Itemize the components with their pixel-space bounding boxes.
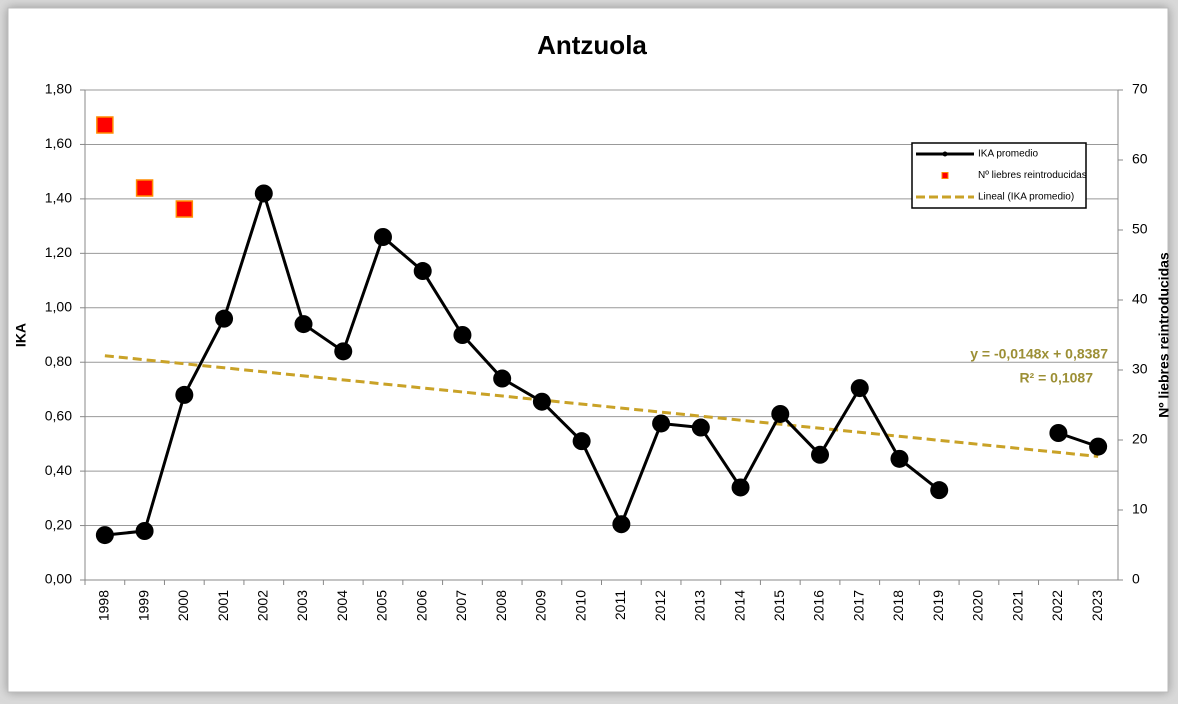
x-tick-label: 2013 (692, 590, 708, 621)
x-tick-label: 2006 (413, 590, 429, 621)
data-point (294, 315, 313, 334)
data-point (135, 179, 154, 197)
x-tick-label: 2002 (254, 590, 270, 621)
data-point (96, 116, 114, 134)
legend-swatch (942, 151, 948, 157)
y-tick-label: 0,40 (45, 462, 72, 478)
x-tick-label: 2001 (215, 590, 231, 621)
y2-tick-label: 40 (1132, 291, 1148, 307)
data-point (175, 385, 194, 404)
data-point (95, 526, 114, 545)
x-tick-label: 2008 (493, 590, 509, 621)
trendline (104, 354, 1099, 458)
data-point (612, 515, 631, 534)
x-tick-label: 2000 (175, 590, 191, 621)
data-point (1089, 437, 1108, 456)
data-point (175, 200, 194, 218)
x-tick-label: 2021 (1009, 590, 1025, 621)
y-tick-label: 1,60 (45, 135, 72, 151)
y2-tick-label: 20 (1132, 431, 1148, 447)
trendline-equation: y = -0,0148x + 0,8387 (970, 346, 1108, 362)
x-tick-label: 2003 (294, 590, 310, 621)
data-point (135, 522, 154, 540)
data-point (771, 404, 790, 423)
data-point (453, 326, 472, 344)
data-point (334, 342, 353, 361)
y2-tick-label: 70 (1132, 81, 1148, 97)
y2-tick-label: 0 (1132, 571, 1140, 587)
y-tick-label: 0,60 (45, 407, 72, 423)
x-tick-label: 2015 (771, 590, 787, 621)
y2-tick-label: 50 (1132, 221, 1148, 237)
data-point (572, 432, 591, 451)
y-tick-label: 1,20 (45, 244, 72, 260)
legend-label: Nº liebres reintroducidas (978, 170, 1087, 181)
y-tick-label: 1,40 (45, 190, 72, 206)
y-axis-label: IKA (13, 323, 29, 347)
x-tick-label: 2020 (970, 590, 986, 621)
chart-title: Antzuola (537, 30, 647, 60)
x-tick-label: 2005 (374, 590, 390, 621)
y2-axis-label: Nº liebres reintroducidas (1156, 252, 1172, 418)
x-tick-label: 2012 (652, 590, 668, 621)
data-point (850, 379, 869, 398)
x-tick-label: 2018 (890, 590, 906, 621)
data-point (254, 184, 273, 203)
y2-tick-label: 60 (1132, 151, 1148, 167)
x-tick-label: 2014 (731, 590, 747, 621)
data-point (930, 481, 949, 500)
legend-label: Lineal (IKA promedio) (978, 192, 1074, 203)
data-point (215, 309, 234, 328)
data-point (1049, 424, 1068, 442)
y-tick-label: 1,80 (45, 81, 72, 97)
trendline-r2: R² = 0,1087 (1019, 370, 1093, 386)
legend-label: IKA promedio (978, 149, 1038, 160)
y-tick-label: 0,20 (45, 516, 72, 532)
x-tick-label: 2017 (850, 590, 866, 621)
x-tick-label: 2007 (453, 590, 469, 621)
data-point (731, 478, 750, 497)
x-tick-label: 2016 (811, 590, 827, 621)
x-tick-label: 2011 (612, 590, 628, 620)
x-tick-label: 1999 (135, 590, 151, 621)
x-tick-label: 2022 (1049, 590, 1065, 621)
legend-swatch (941, 172, 949, 179)
y-tick-label: 0,80 (45, 353, 72, 369)
y2-tick-label: 30 (1132, 361, 1148, 377)
data-point (493, 369, 512, 388)
x-tick-label: 2010 (572, 590, 588, 621)
x-tick-label: 1998 (96, 590, 112, 621)
data-point (691, 418, 710, 437)
data-point (890, 449, 909, 468)
data-point (413, 262, 432, 281)
data-point (373, 228, 392, 246)
data-point (652, 414, 671, 433)
y-tick-label: 0,00 (45, 571, 72, 587)
x-tick-label: 2023 (1089, 590, 1105, 621)
x-tick-label: 2019 (930, 590, 946, 621)
chart-card (7, 7, 1169, 693)
y-tick-label: 1,00 (45, 298, 72, 314)
x-tick-label: 2004 (334, 590, 350, 621)
data-point (811, 445, 830, 464)
y2-tick-label: 10 (1132, 501, 1148, 517)
x-tick-label: 2009 (533, 590, 549, 621)
data-point (532, 392, 551, 411)
